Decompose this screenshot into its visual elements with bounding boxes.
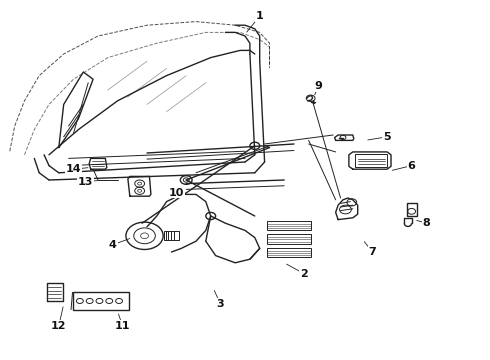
Text: 6: 6: [408, 161, 416, 171]
Text: 3: 3: [217, 299, 224, 309]
Bar: [73, 292, 129, 310]
Text: 2: 2: [300, 269, 308, 279]
Text: 14: 14: [66, 164, 81, 174]
Text: 9: 9: [315, 81, 322, 91]
Bar: [355, 154, 387, 167]
Text: 10: 10: [169, 188, 184, 198]
Text: 4: 4: [109, 240, 117, 250]
Bar: [267, 248, 311, 257]
Bar: [164, 231, 179, 240]
Text: 1: 1: [256, 11, 264, 21]
Text: 8: 8: [422, 218, 430, 228]
Text: 5: 5: [383, 132, 391, 142]
Bar: [267, 221, 311, 230]
Bar: [407, 203, 416, 216]
Text: 13: 13: [78, 177, 94, 187]
Bar: [267, 234, 311, 244]
Text: 7: 7: [368, 247, 376, 257]
Text: 11: 11: [115, 321, 130, 331]
Text: 12: 12: [51, 321, 67, 331]
